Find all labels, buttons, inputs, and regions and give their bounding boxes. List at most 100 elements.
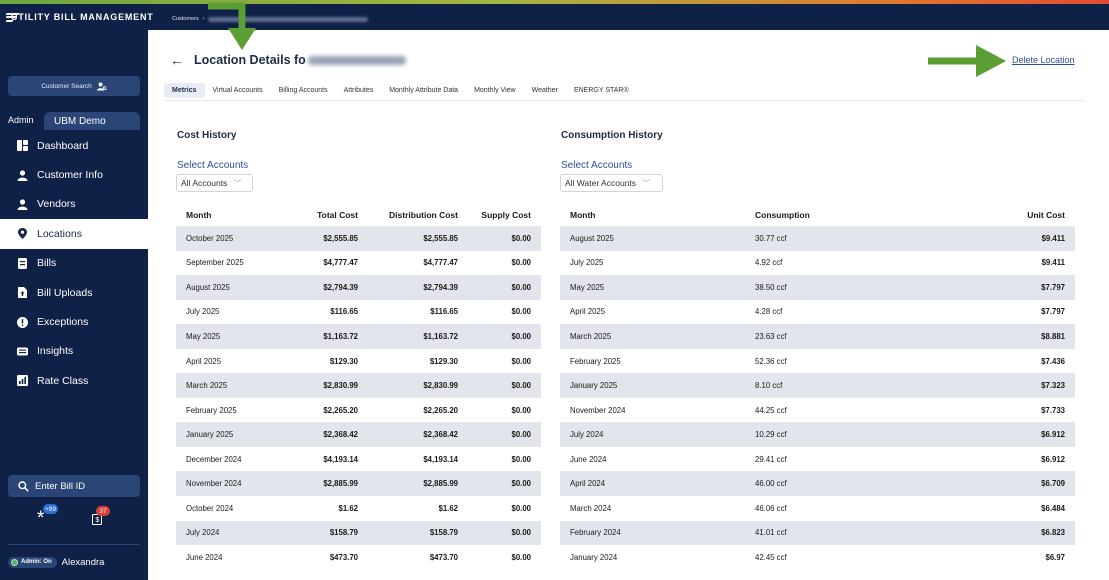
table-row[interactable]: January 2024 42.45 ccf $6.97 <box>560 545 1075 570</box>
sidebar-item-bill-uploads[interactable]: Bill Uploads <box>0 278 148 307</box>
tab-attributes[interactable]: Attributes <box>343 87 374 94</box>
table-row[interactable]: February 2024 41.01 ccf $6.823 <box>560 520 1075 546</box>
tab-monthly-attribute-data[interactable]: Monthly Attribute Data <box>389 87 459 94</box>
sidebar-item-label: Dashboard <box>37 139 89 152</box>
asterisk-icon[interactable]: * <box>37 508 45 529</box>
table-cell: $2,555.85 <box>272 226 358 251</box>
table-cell: $7.733 <box>1041 405 1065 415</box>
sidebar-item-label: Bills <box>37 257 57 270</box>
table-cell: July 2025 <box>186 307 220 317</box>
sidebar-item-exceptions[interactable]: Exceptions <box>0 307 148 336</box>
table-cell: $6.912 <box>915 422 1075 447</box>
tab-monthly-view[interactable]: Monthly View <box>474 87 516 94</box>
table-row[interactable]: August 2025 30.77 ccf $9.411 <box>560 226 1075 251</box>
table-row[interactable]: October 2024 $1.62 $1.62 $0.00 <box>176 496 541 521</box>
table-row[interactable]: March 2025 23.63 ccf $8.881 <box>560 324 1075 349</box>
table-row[interactable]: July 2024 $158.79 $158.79 $0.00 <box>176 520 541 546</box>
table-cell: 42.45 ccf <box>755 552 787 562</box>
table-row[interactable]: January 2025 $2,368.42 $2,368.42 $0.00 <box>176 422 541 447</box>
table-row[interactable]: November 2024 $2,885.99 $2,885.99 $0.00 <box>176 471 541 497</box>
org-admin-label[interactable]: Admin <box>8 115 34 125</box>
sidebar-item-rate-class[interactable]: Rate Class <box>0 366 148 395</box>
table-row[interactable]: April 2024 46.00 ccf $6.709 <box>560 471 1075 497</box>
table-row[interactable]: February 2025 $2,265.20 $2,265.20 $0.00 <box>176 398 541 423</box>
table-row[interactable]: May 2025 $1,163.72 $1,163.72 $0.00 <box>176 324 541 349</box>
main-content: ← Location Details fo Delete Location Me… <box>148 30 1109 580</box>
sidebar-item-customer-info[interactable]: Customer Info <box>0 160 148 189</box>
table-row[interactable]: September 2025 $4,777.47 $4,777.47 $0.00 <box>176 251 541 276</box>
table-row[interactable]: June 2024 29.41 ccf $6.912 <box>560 447 1075 472</box>
table-cell: $116.65 <box>430 307 458 317</box>
customer-search-button[interactable]: Customer Search <box>8 76 140 96</box>
column-header[interactable]: Distribution Cost <box>389 210 458 220</box>
table-cell: $9.411 <box>915 226 1075 251</box>
table-row[interactable]: October 2025 $2,555.85 $2,555.85 $0.00 <box>176 226 541 251</box>
column-header[interactable]: Total Cost <box>317 210 358 220</box>
table-row[interactable]: November 2024 44.25 ccf $7.733 <box>560 398 1075 423</box>
sidebar-item-locations[interactable]: Locations <box>0 219 148 249</box>
table-cell: December 2024 <box>186 454 242 464</box>
tab-metrics[interactable]: Metrics <box>164 83 205 98</box>
table-cell: $2,265.20 <box>423 405 458 415</box>
dashboard-icon <box>17 140 28 152</box>
app-logo[interactable]: UTILITY BILL MANAGEMENT <box>0 4 153 30</box>
breadcrumb-redacted <box>208 16 369 22</box>
table-row[interactable]: February 2025 52.36 ccf $7.436 <box>560 349 1075 374</box>
table-cell: $2,368.42 <box>358 422 458 447</box>
org-tab-ubm-demo[interactable]: UBM Demo <box>44 112 140 130</box>
table-cell: 4.28 ccf <box>755 307 783 317</box>
table-cell: $2,885.99 <box>358 471 458 497</box>
exclamation-icon <box>17 316 28 328</box>
column-header[interactable]: Unit Cost <box>1027 210 1065 220</box>
consumption-accounts-select[interactable]: All Water Accounts ﹀ <box>560 174 663 192</box>
table-row[interactable]: July 2025 4.92 ccf $9.411 <box>560 251 1075 276</box>
breadcrumb-customers[interactable]: Customers <box>172 16 199 22</box>
table-row[interactable]: May 2025 38.50 ccf $7.797 <box>560 275 1075 300</box>
table-row[interactable]: July 2024 10.29 ccf $6.912 <box>560 422 1075 447</box>
column-header[interactable]: Supply Cost <box>481 210 531 220</box>
annotation-arrow-right-icon <box>928 45 1006 77</box>
rate-class-icon <box>17 375 28 387</box>
table-cell: $158.79 <box>358 520 458 546</box>
sidebar-item-bills[interactable]: Bills <box>0 249 148 278</box>
column-header[interactable]: Consumption <box>755 210 810 220</box>
asterisk-count-badge: +99 <box>43 504 59 514</box>
tab-virtual-accounts[interactable]: Virtual Accounts <box>212 87 263 94</box>
table-cell: March 2025 <box>560 324 755 349</box>
user-name[interactable]: Alexandra <box>61 556 105 568</box>
table-row[interactable]: April 2025 $129.30 $129.30 $0.00 <box>176 349 541 374</box>
column-header[interactable]: Month <box>186 210 212 220</box>
sidebar-item-vendors[interactable]: Vendors <box>0 190 148 219</box>
admin-toggle[interactable]: Admin: On <box>8 556 57 568</box>
table-cell: $6.484 <box>1041 503 1065 513</box>
table-row[interactable]: July 2025 $116.65 $116.65 $0.00 <box>176 300 541 325</box>
table-cell: August 2025 <box>560 226 755 251</box>
table-row[interactable]: March 2024 46.06 ccf $6.484 <box>560 496 1075 521</box>
sidebar-item-dashboard[interactable]: Dashboard <box>0 131 148 160</box>
customer-search-label: Customer Search <box>41 82 92 90</box>
table-row[interactable]: August 2025 $2,794.39 $2,794.39 $0.00 <box>176 275 541 300</box>
cost-accounts-select[interactable]: All Accounts ﹀ <box>176 174 253 192</box>
table-row[interactable]: March 2025 $2,830.99 $2,830.99 $0.00 <box>176 373 541 398</box>
tab-energy-star[interactable]: ENERGY STAR® <box>573 87 629 94</box>
tab-weather[interactable]: Weather <box>531 87 558 94</box>
sidebar-nav: Dashboard Customer Info Vendors Location… <box>0 131 148 396</box>
table-cell: June 2024 <box>186 552 223 562</box>
page-title: Location Details fo <box>194 53 406 67</box>
enter-bill-id-input[interactable]: Enter Bill ID <box>8 475 140 497</box>
sidebar-item-insights[interactable]: Insights <box>0 337 148 366</box>
table-cell: $6.709 <box>915 471 1075 497</box>
consumption-history-table: Month Consumption Unit Cost August 2025 3… <box>560 204 1075 570</box>
table-row[interactable]: December 2024 $4,193.14 $4,193.14 $0.00 <box>176 447 541 472</box>
column-header[interactable]: Month <box>570 210 596 220</box>
table-cell: 8.10 ccf <box>755 373 915 398</box>
table-row[interactable]: April 2025 4.28 ccf $7.797 <box>560 300 1075 325</box>
table-row[interactable]: June 2024 $473.70 $473.70 $0.00 <box>176 545 541 570</box>
table-cell: $4,193.14 <box>423 454 458 464</box>
back-arrow-icon[interactable]: ← <box>170 52 184 68</box>
delete-location-link[interactable]: Delete Location <box>1012 55 1075 65</box>
table-row[interactable]: January 2025 8.10 ccf $7.323 <box>560 373 1075 398</box>
tab-billing-accounts[interactable]: Billing Accounts <box>278 87 328 94</box>
table-cell: $0.00 <box>511 503 531 513</box>
table-cell: $1,163.72 <box>272 324 358 349</box>
